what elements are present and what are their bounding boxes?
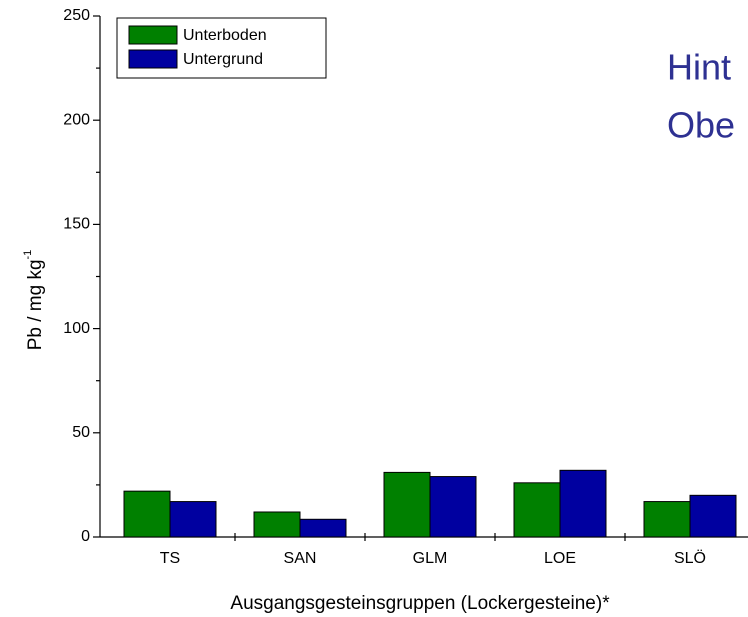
- bar: [689, 494, 737, 538]
- bar: [383, 471, 431, 538]
- y-tick-label: 100: [63, 320, 90, 337]
- y-tick-label: 0: [81, 528, 90, 545]
- bar: [123, 490, 171, 538]
- bar: [559, 469, 607, 538]
- bar: [169, 501, 217, 538]
- legend-swatch: [128, 25, 178, 45]
- title-line: Obe: [667, 105, 735, 146]
- title-line: Hint: [667, 47, 731, 88]
- x-tick-label: TS: [160, 550, 180, 567]
- legend-swatch: [128, 49, 178, 69]
- bar: [253, 511, 301, 538]
- y-tick-label: 150: [63, 216, 90, 233]
- x-tick-label: SLÖ: [674, 549, 706, 567]
- legend-label: Unterboden: [183, 27, 267, 44]
- x-tick-label: SAN: [284, 550, 317, 567]
- x-tick-label: LOE: [544, 550, 576, 567]
- y-tick-label: 250: [63, 7, 90, 24]
- bar: [429, 476, 477, 538]
- y-axis-label: Pb / mg kg-1: [22, 250, 46, 351]
- bar: [643, 501, 691, 538]
- y-tick-label: 50: [72, 424, 90, 441]
- y-label-sup: -1: [22, 250, 34, 260]
- y-tick-label: 200: [63, 111, 90, 128]
- y-label-main: Pb / mg kg: [25, 259, 46, 350]
- x-axis-label: Ausgangsgesteinsgruppen (Lockergesteine)…: [230, 593, 610, 614]
- bar: [513, 482, 561, 538]
- bar: [299, 518, 347, 538]
- x-tick-label: GLM: [413, 550, 448, 567]
- legend-label: Untergrund: [183, 51, 263, 68]
